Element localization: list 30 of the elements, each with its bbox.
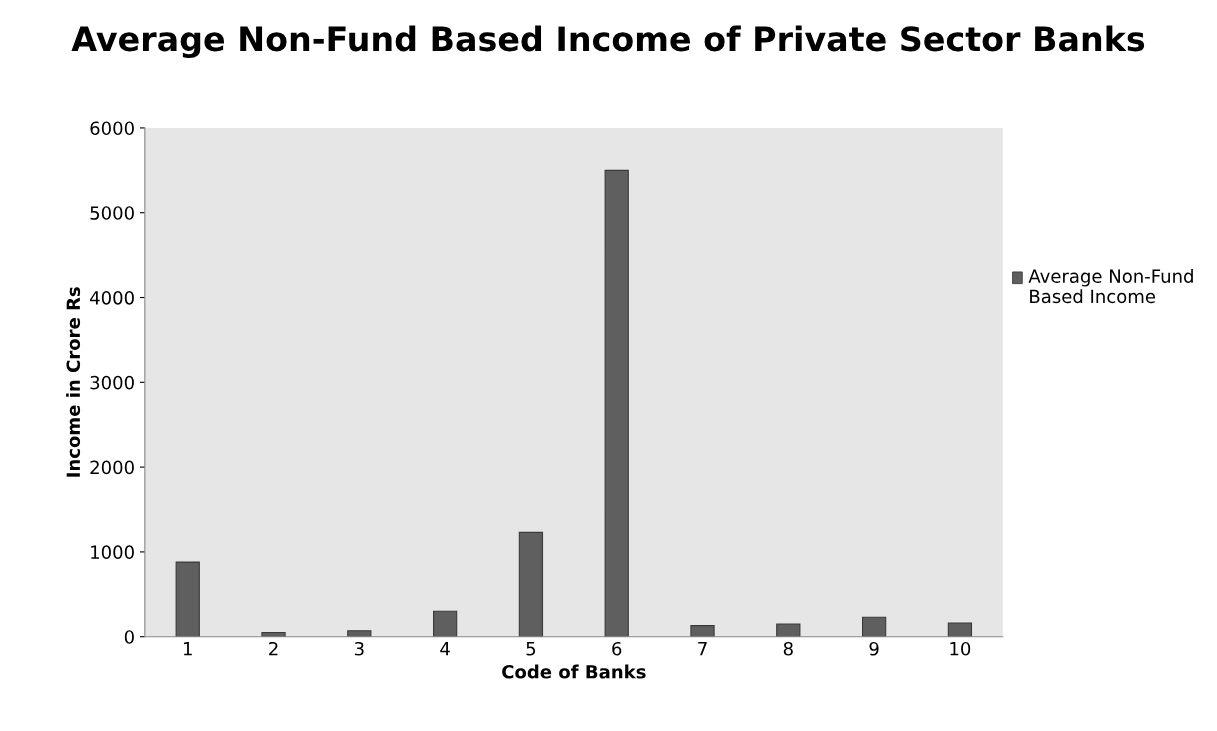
bar <box>432 610 458 637</box>
x-tick-label: 5 <box>526 642 536 656</box>
bar <box>690 625 715 637</box>
x-tick-label: 10 <box>950 641 971 656</box>
x-tick-label: 6 <box>612 641 622 656</box>
x-tick-label: 4 <box>440 642 450 656</box>
bar <box>518 531 544 637</box>
x-tick-label: 2 <box>269 641 278 656</box>
x-tick-label: 8 <box>783 641 793 656</box>
x-tick-label: 7 <box>698 642 707 656</box>
legend-label: Average Non-Fund Based Income <box>1028 269 1193 304</box>
bar <box>604 169 629 637</box>
bar <box>947 622 973 637</box>
y-tick-label: 4000 <box>90 290 134 305</box>
y-axis-title: Income in Crore Rs <box>66 287 81 477</box>
chart-title: Average Non-Fund Based Income of Private Sector Banks <box>71 25 1145 59</box>
y-tick-label: 3000 <box>90 375 134 390</box>
x-tick-label: 1 <box>183 642 192 656</box>
bar <box>347 630 372 637</box>
bar <box>861 616 887 637</box>
y-tick-label: 1000 <box>91 545 134 560</box>
x-axis-title: Code of Banks <box>502 664 646 679</box>
x-tick-label: 3 <box>354 641 364 656</box>
y-tick-label: 2000 <box>90 460 134 475</box>
bar <box>776 623 801 637</box>
bar <box>175 561 200 637</box>
y-tick-label: 5000 <box>90 206 134 220</box>
y-tick-label: 6000 <box>90 121 134 136</box>
x-tick-label: 9 <box>869 641 879 656</box>
y-tick-label: 0 <box>124 630 134 644</box>
